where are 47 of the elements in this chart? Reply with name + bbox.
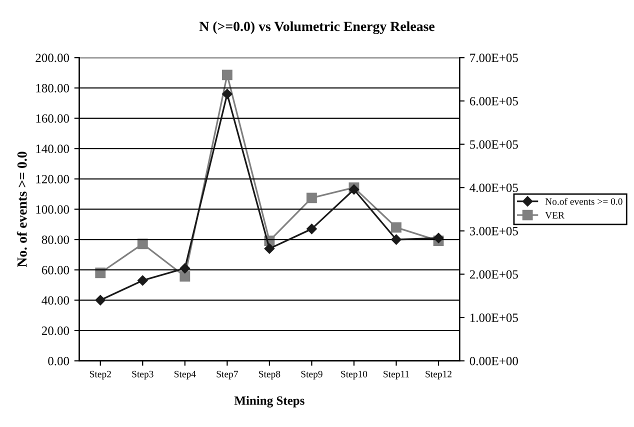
y-tick-label: 60.00 (42, 266, 70, 274)
x-axis-title: Mining Steps (234, 396, 304, 408)
y-tick-label: 20.00 (42, 326, 70, 336)
y-tick-label: 100.00 (36, 205, 70, 214)
point (180, 263, 190, 274)
y-tick-label: 140.00 (36, 144, 70, 154)
y-tick-label: 180.00 (36, 84, 70, 92)
point (222, 70, 232, 80)
y-tick-label: 160.00 (36, 114, 70, 123)
y2-tick-label: 2.00E+05 (470, 270, 518, 279)
x-tick-label: Step8 (259, 370, 280, 380)
point (306, 192, 317, 204)
y-tick-label: 40.00 (42, 296, 70, 305)
y2-tick-label: 4.00E+05 (470, 184, 518, 192)
y-tick-label: 0.00 (48, 356, 70, 366)
point (222, 88, 232, 100)
x-tick-label: Step3 (132, 370, 154, 380)
y-tick-label: 120.00 (36, 174, 70, 184)
x-tick-label: Step7 (216, 370, 238, 380)
point (95, 295, 106, 306)
point (391, 234, 402, 245)
y-tick-label: 80.00 (42, 236, 70, 244)
legend-label: No.of events >= 0.0 (545, 198, 622, 205)
y2-tick-label: 3.00E+05 (470, 226, 518, 236)
legend-label: VER (545, 212, 565, 219)
y2-tick-label: 6.00E+05 (470, 96, 518, 106)
point (391, 222, 402, 233)
point (137, 238, 148, 250)
y2-tick-label: 1.00E+05 (470, 314, 518, 322)
x-tick-label: Step11 (384, 370, 409, 380)
y-axis-title: No. of events >= 0.0 (16, 152, 27, 268)
x-tick-label: Step12 (426, 370, 452, 380)
y2-tick-label: 0.00E+00 (470, 356, 518, 366)
point (95, 268, 106, 278)
x-tick-label: Step10 (341, 370, 368, 380)
y-tick-label: 200.00 (36, 54, 70, 62)
point (306, 224, 317, 234)
point (264, 244, 275, 254)
chart-title: N (>=0.0) vs Volumetric Energy Release (199, 21, 434, 34)
y2-tick-label: 7.00E+05 (470, 54, 518, 62)
point (138, 275, 148, 286)
x-tick-label: Step4 (174, 370, 196, 380)
y2-tick-label: 5.00E+05 (470, 140, 518, 149)
x-tick-label: Step2 (90, 370, 111, 380)
point (180, 271, 190, 282)
x-tick-label: Step9 (301, 370, 322, 380)
point (433, 232, 444, 244)
